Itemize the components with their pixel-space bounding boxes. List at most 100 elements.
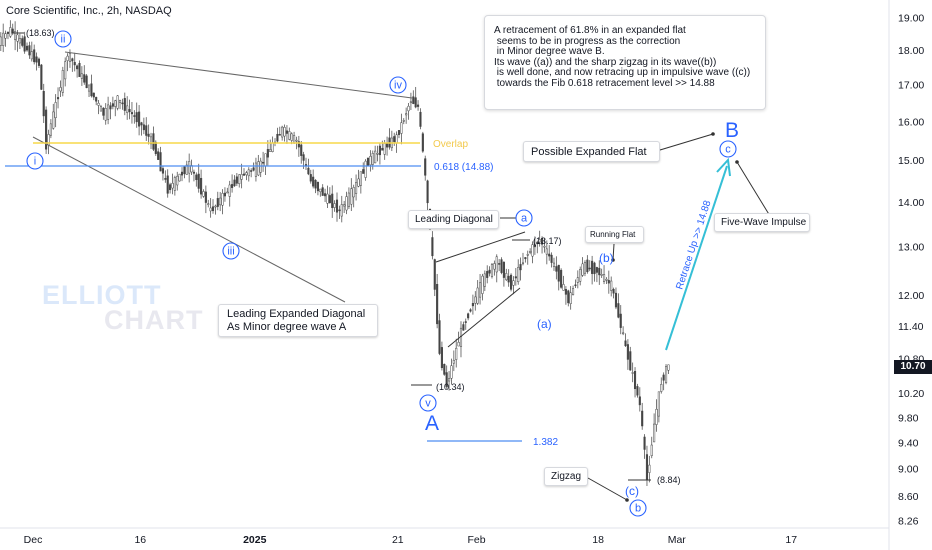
wave-label-a: (a) bbox=[537, 317, 552, 331]
candle-body bbox=[104, 108, 107, 121]
candle-body bbox=[0, 36, 2, 46]
y-tick-label: 9.00 bbox=[898, 464, 919, 476]
candle-body bbox=[464, 321, 467, 323]
candle-body bbox=[54, 102, 57, 118]
pointer-expanded-flat bbox=[659, 133, 714, 151]
candle-body bbox=[586, 259, 589, 273]
candle-body bbox=[462, 324, 465, 331]
candle-body bbox=[23, 36, 26, 52]
note-line: towards the Fib 0.618 retracement level … bbox=[494, 77, 715, 89]
candle-body bbox=[2, 32, 5, 46]
wave-circle-b-circle bbox=[629, 499, 647, 517]
trendline-upper bbox=[64, 51, 413, 99]
candle-body bbox=[593, 262, 596, 275]
candle-body bbox=[71, 58, 74, 62]
candle-body bbox=[493, 263, 496, 270]
candle-body bbox=[397, 130, 401, 135]
candle-body bbox=[469, 309, 472, 312]
candle-body bbox=[436, 283, 439, 325]
candle-body bbox=[321, 187, 324, 196]
watermark-line1: ELLIOTT bbox=[42, 280, 162, 310]
pointer-running-flat bbox=[612, 243, 615, 261]
label-led-1: Leading Expanded Diagonal bbox=[227, 308, 366, 320]
candle-body bbox=[500, 259, 503, 273]
label-leading-diagonal: Leading Diagonal bbox=[408, 210, 499, 229]
candle-body bbox=[505, 273, 508, 281]
candle-body bbox=[16, 34, 19, 42]
candle-body bbox=[340, 204, 343, 217]
x-tick-label: 2025 bbox=[243, 534, 267, 546]
candle-body bbox=[102, 107, 105, 116]
candle-body bbox=[76, 65, 79, 70]
price-label-8-84: (8.84) bbox=[657, 475, 681, 485]
candle-body bbox=[145, 125, 148, 136]
note-line: Its wave ((a)) and the sharp zigzag in i… bbox=[494, 56, 717, 68]
candle-body bbox=[600, 274, 603, 276]
candle-body bbox=[355, 182, 358, 194]
candle-body bbox=[531, 244, 534, 257]
candle-body bbox=[481, 275, 484, 294]
candle-body bbox=[502, 261, 505, 278]
candle-body bbox=[159, 152, 162, 172]
candle-body bbox=[142, 124, 145, 131]
candle-body bbox=[660, 384, 663, 392]
candle-body bbox=[35, 56, 38, 63]
candle-body bbox=[49, 123, 52, 136]
candle-body bbox=[109, 105, 112, 110]
candle-body bbox=[200, 177, 203, 195]
candle-body bbox=[414, 97, 417, 108]
candle-body bbox=[405, 113, 408, 116]
candle-body bbox=[56, 97, 60, 100]
watermark-line2: CHART bbox=[104, 305, 204, 335]
overlap-label: Overlap bbox=[433, 139, 468, 150]
wave-circle-c: c bbox=[725, 144, 731, 156]
candle-body bbox=[169, 184, 172, 191]
x-tick-label: 16 bbox=[134, 534, 146, 546]
candle-body bbox=[314, 179, 317, 189]
candle-body bbox=[548, 253, 551, 257]
candle-body bbox=[154, 141, 157, 154]
y-tick-label: 15.00 bbox=[898, 155, 924, 167]
candle-body bbox=[417, 104, 420, 107]
candle-body bbox=[641, 410, 644, 427]
candle-body bbox=[42, 90, 45, 117]
candle-body bbox=[40, 64, 43, 90]
candle-body bbox=[526, 254, 529, 256]
candle-body bbox=[304, 164, 308, 166]
candle-body bbox=[400, 122, 403, 134]
candle-body bbox=[338, 209, 341, 212]
candle-body bbox=[228, 184, 231, 197]
current-price-tag: 10.70 bbox=[894, 360, 932, 374]
wave-circle-v: v bbox=[425, 398, 431, 410]
candle-body bbox=[421, 133, 424, 152]
candle-body bbox=[30, 51, 33, 60]
x-tick-label: 21 bbox=[392, 534, 404, 546]
candle-body bbox=[309, 174, 312, 182]
candle-body bbox=[14, 31, 17, 40]
candle-body bbox=[648, 464, 651, 473]
candle-body bbox=[328, 195, 331, 204]
candle-body bbox=[326, 193, 329, 204]
candle-body bbox=[211, 206, 215, 212]
candle-body bbox=[614, 292, 618, 308]
candle-body bbox=[61, 70, 64, 93]
diagonal-upper bbox=[435, 231, 526, 263]
annotations bbox=[5, 32, 771, 502]
candle-body bbox=[97, 102, 100, 106]
candle-body bbox=[33, 49, 36, 63]
candle-body bbox=[183, 166, 186, 175]
diagonal-lower bbox=[447, 287, 521, 348]
candle-body bbox=[419, 111, 422, 127]
candle-body bbox=[538, 239, 541, 243]
candle-body bbox=[479, 282, 482, 298]
candle-body bbox=[455, 347, 458, 360]
candle-body bbox=[357, 178, 360, 187]
candle-body bbox=[364, 160, 367, 178]
candle-body bbox=[350, 188, 353, 205]
candle-body bbox=[524, 257, 527, 260]
candle-body bbox=[221, 193, 224, 206]
candle-body bbox=[204, 191, 207, 203]
candle-body bbox=[233, 179, 236, 187]
candle-body bbox=[290, 133, 293, 141]
candle-body bbox=[64, 61, 67, 80]
